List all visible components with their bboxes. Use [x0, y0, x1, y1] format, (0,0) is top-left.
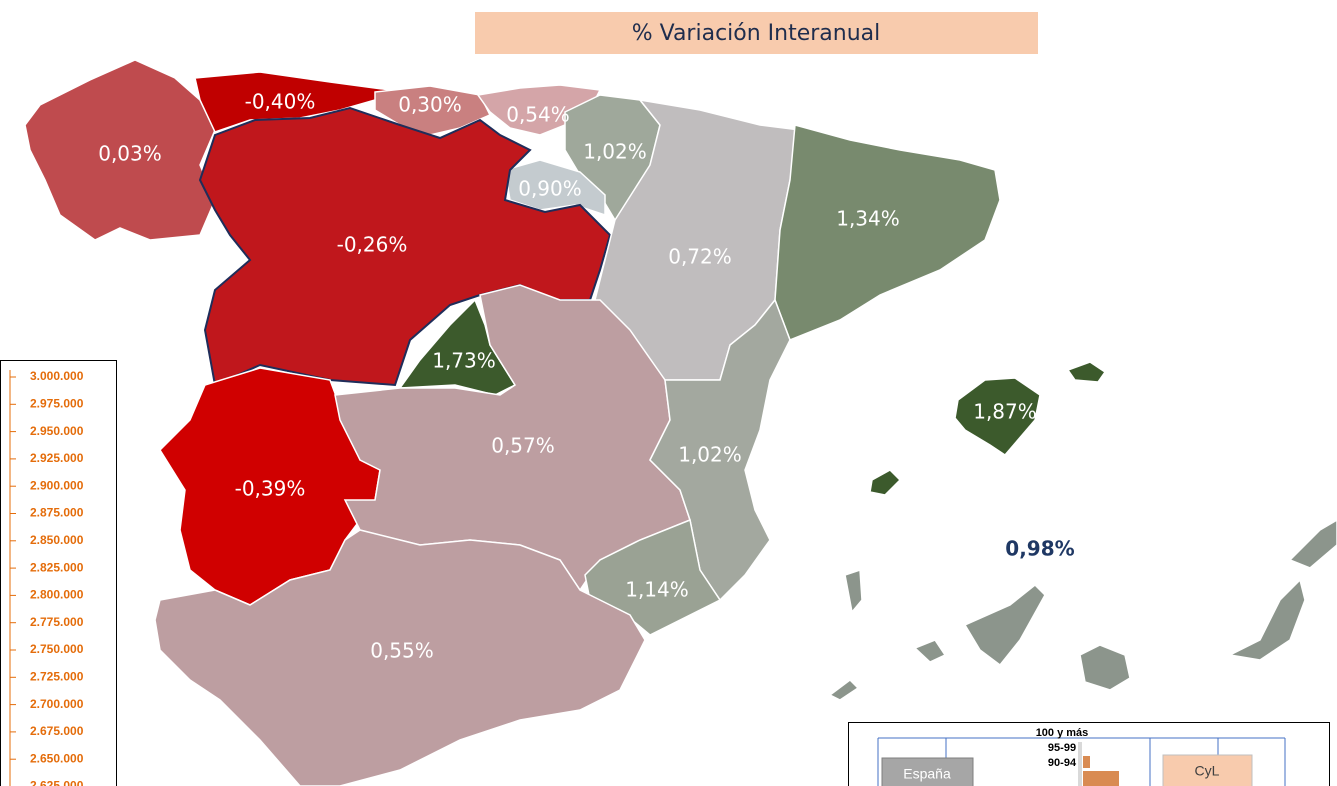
island — [963, 583, 1046, 667]
age-label: 100 y más — [1036, 727, 1089, 739]
axis-label: 2.675.000 — [30, 724, 84, 738]
region-label: -0,40% — [245, 90, 316, 114]
island — [913, 639, 947, 663]
region-label: 1,14% — [625, 578, 689, 602]
button-label[interactable]: CyL — [1195, 763, 1220, 779]
axis-label: 2.975.000 — [30, 396, 84, 410]
pyramid-axis — [1078, 742, 1082, 786]
regions — [24, 59, 1337, 786]
region-label: -0,26% — [337, 233, 408, 257]
title: % Variación Interanual — [632, 21, 881, 46]
axis-label: 3.000.000 — [30, 369, 84, 383]
axis-label: 2.650.000 — [30, 751, 84, 765]
region-label: 1,87% — [973, 400, 1037, 424]
axis-box — [0, 360, 117, 786]
island — [844, 568, 863, 614]
region-label: 0,55% — [370, 639, 434, 663]
axis-label: 2.875.000 — [30, 506, 84, 520]
title-box — [475, 12, 1038, 54]
axis-label: 2.925.000 — [30, 451, 84, 465]
axis-labels: 3.000.000 2.975.000 2.950.000 2.925.000 2.90… — [10, 369, 84, 786]
region-labels: 0,03%-0,40% 0,30% 0,54%1,02%0,90%-0,26% 0,7… — [98, 90, 1074, 663]
axis-label: 2.850.000 — [30, 533, 84, 547]
axis-label: 2.700.000 — [30, 697, 84, 711]
la-rioja — [504, 159, 606, 217]
region-label: 1,34% — [836, 207, 900, 231]
button-espana[interactable] — [881, 757, 974, 786]
axis-label: 2.725.000 — [30, 669, 84, 683]
ibiza — [869, 469, 902, 496]
age-label: 90-94 — [1048, 757, 1077, 769]
region-label: 0,57% — [491, 434, 555, 458]
axis-label: 2.800.000 — [30, 588, 84, 602]
canarias — [828, 519, 1337, 701]
valencia — [649, 298, 791, 602]
axis-label: 2.950.000 — [30, 424, 84, 438]
island — [1079, 644, 1131, 691]
cataluna — [774, 124, 1001, 341]
age-label: 95-99 — [1048, 742, 1076, 754]
pyramid-bar — [1083, 771, 1119, 786]
region-label: 0,90% — [518, 177, 582, 201]
galicia — [24, 59, 216, 241]
axis-label: 2.825.000 — [30, 560, 84, 574]
region-label: 0,72% — [668, 245, 732, 269]
region-label: 0,30% — [398, 93, 462, 117]
axis-label: 2.775.000 — [30, 615, 84, 629]
axis-label: 2.750.000 — [30, 642, 84, 656]
region-label: 1,02% — [678, 443, 742, 467]
axis-label: 2.900.000 — [30, 478, 84, 492]
region-label: 0,54% — [506, 103, 570, 127]
island — [1288, 519, 1337, 569]
murcia — [584, 518, 722, 636]
region-label: 1,02% — [583, 140, 647, 164]
region-label: 0,98% — [1005, 537, 1074, 561]
andalucia — [154, 529, 646, 786]
island — [1227, 578, 1306, 661]
mallorca — [954, 377, 1041, 456]
region-label: -0,39% — [235, 477, 306, 501]
region-label: 0,03% — [98, 142, 162, 166]
region-label: 1,73% — [432, 349, 496, 373]
age-labels: 100 y más 95-99 90-94 — [1036, 727, 1089, 769]
button-label[interactable]: España — [903, 766, 951, 782]
menorca — [1066, 361, 1107, 383]
button-cyl[interactable] — [1162, 754, 1253, 786]
island — [828, 679, 860, 701]
pyramid-bar — [1083, 756, 1090, 768]
axis-label: 2.625.000 — [30, 779, 84, 786]
